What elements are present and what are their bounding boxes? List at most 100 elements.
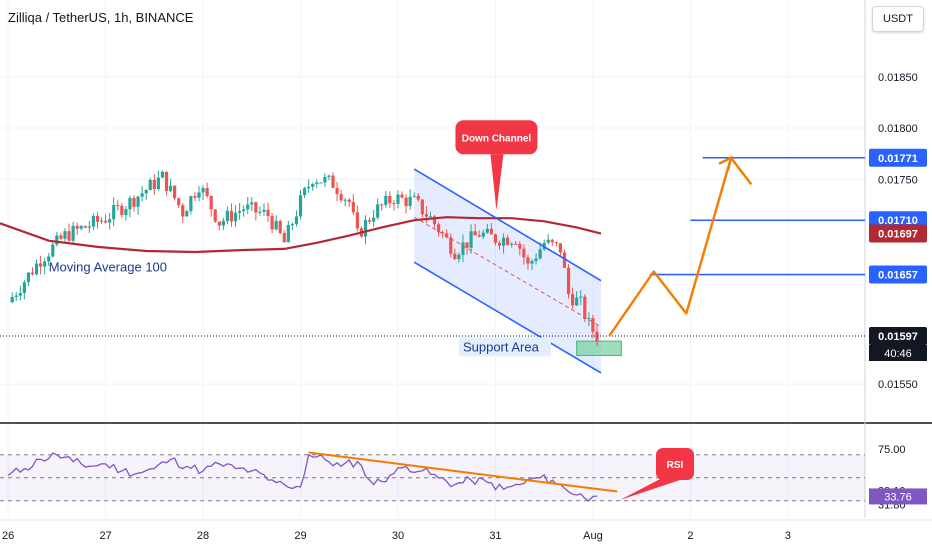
candle-body xyxy=(591,318,595,332)
candle-body xyxy=(116,205,120,207)
candle-body xyxy=(75,225,79,229)
candle xyxy=(591,314,595,339)
candle-body xyxy=(189,196,193,212)
candle-body xyxy=(335,187,339,195)
candle xyxy=(477,230,481,238)
candle-body xyxy=(392,203,396,205)
candle xyxy=(485,223,489,234)
candle xyxy=(144,188,148,200)
time-tick-label: 29 xyxy=(294,530,306,542)
candle-body xyxy=(575,297,579,306)
candle-body xyxy=(327,175,331,177)
candle-body xyxy=(225,210,230,221)
candle-body xyxy=(343,199,347,201)
candle-body xyxy=(120,205,124,216)
candle-body xyxy=(319,182,323,184)
candle xyxy=(181,202,185,223)
candle xyxy=(331,172,335,189)
candle-body xyxy=(112,205,116,220)
candle-body xyxy=(453,253,457,260)
support-area-label: Support Area xyxy=(463,339,540,354)
candle-body xyxy=(526,257,530,264)
candle-body xyxy=(238,211,242,213)
moving-average-line xyxy=(0,216,602,254)
candle-body xyxy=(128,197,132,210)
candle-body xyxy=(290,224,294,226)
currency-selector[interactable]: USDT xyxy=(872,6,924,32)
candle xyxy=(262,203,266,216)
price-badge xyxy=(869,327,927,345)
candle xyxy=(177,197,181,209)
candle xyxy=(526,254,530,270)
candle-body xyxy=(18,292,22,296)
candle-body xyxy=(571,294,575,306)
candle xyxy=(595,325,599,347)
candle xyxy=(412,192,416,198)
candle xyxy=(372,210,376,227)
price-tick-label: 0.01750 xyxy=(878,174,918,186)
candle-body xyxy=(518,244,522,249)
candle xyxy=(302,186,307,198)
candle-body xyxy=(465,242,469,248)
candle-body xyxy=(258,211,262,213)
candle xyxy=(376,198,380,220)
candle xyxy=(388,191,392,208)
candle-body xyxy=(376,204,380,218)
candle xyxy=(558,243,563,257)
candle-body xyxy=(266,209,270,217)
candle-body xyxy=(108,219,112,223)
support-label-bg xyxy=(458,337,551,357)
candle xyxy=(59,232,63,241)
candle-body xyxy=(193,196,197,198)
candle xyxy=(10,292,14,304)
down-channel-callout-bg xyxy=(455,120,538,155)
candle-body xyxy=(59,235,63,239)
candle-body xyxy=(30,272,35,275)
candle-body xyxy=(197,192,201,198)
candle xyxy=(473,223,477,236)
candle-body xyxy=(554,242,558,244)
candle xyxy=(103,214,108,224)
candle xyxy=(116,199,120,211)
candle xyxy=(201,185,205,201)
candle xyxy=(424,206,429,224)
time-tick-label: 3 xyxy=(785,530,791,542)
candle-body xyxy=(274,220,278,230)
candle xyxy=(120,203,124,218)
candle-body xyxy=(469,231,473,248)
candle xyxy=(587,312,591,327)
candle-body xyxy=(412,195,416,197)
candle xyxy=(91,213,96,231)
candle-body xyxy=(246,204,250,210)
candle-body xyxy=(217,221,221,226)
candle-body xyxy=(140,193,144,197)
candle-body xyxy=(538,249,542,259)
candle-body xyxy=(302,188,307,196)
candle-body xyxy=(566,267,571,295)
candle xyxy=(250,197,254,212)
candle-body xyxy=(156,177,160,190)
candle-body xyxy=(331,175,335,188)
candle xyxy=(286,220,290,243)
candle xyxy=(363,215,368,245)
price-tick-label: 0.01850 xyxy=(878,72,918,84)
price-badge-label: 0.01710 xyxy=(878,215,918,227)
candle-body xyxy=(432,216,437,225)
candle xyxy=(225,206,230,225)
candle-body xyxy=(489,228,493,235)
candle-body xyxy=(457,254,461,260)
candle-body xyxy=(148,179,152,191)
candle-body xyxy=(71,225,75,241)
channel-upper-line xyxy=(413,168,602,282)
candle xyxy=(307,179,311,193)
candle-body xyxy=(530,261,534,264)
candle xyxy=(87,221,91,234)
candle xyxy=(51,242,55,258)
candle-body xyxy=(185,211,189,217)
rsi-tick-label: 75.00 xyxy=(878,444,906,456)
candle xyxy=(571,287,575,309)
candle-body xyxy=(384,195,388,205)
candle xyxy=(168,178,173,193)
